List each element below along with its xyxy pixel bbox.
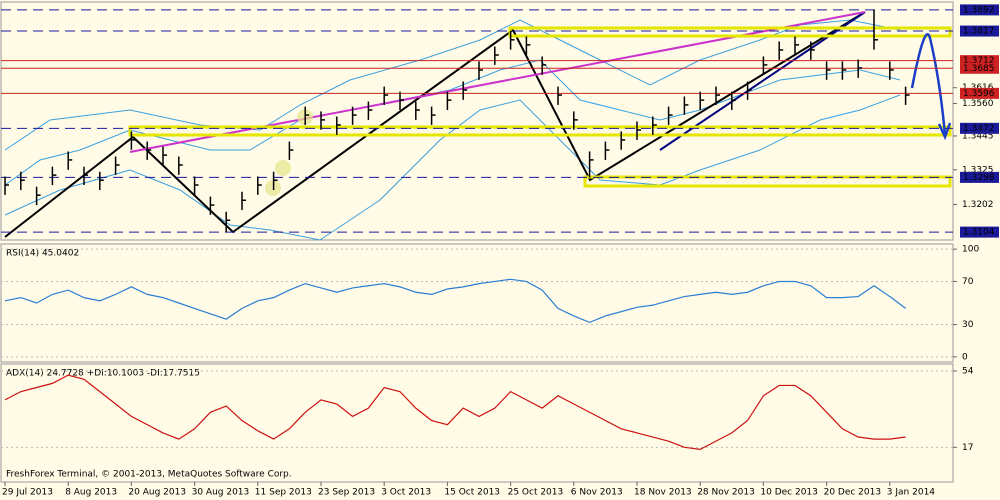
rsi-panel: [0, 243, 954, 363]
indicator-line: [4, 374, 906, 451]
level-box: [960, 55, 999, 67]
y-tick-label: 70: [962, 277, 974, 287]
x-tick-label: 3 Oct 2013: [381, 488, 431, 498]
level-label: 1.3596: [963, 89, 995, 99]
trend-line: [4, 11, 866, 238]
level-box: [960, 87, 999, 99]
level-box: [960, 122, 999, 134]
y-tick-label: 1.3445: [962, 131, 994, 141]
indicator-line: [4, 278, 906, 324]
x-tick-label: 8 Aug 2013: [65, 488, 117, 498]
panel-title: ADX(14) 24.7728 +DI:10.1003 -DI:17.7515: [6, 369, 200, 379]
y-tick-label: 1.3325: [962, 165, 994, 175]
level-label: 1.3892: [963, 5, 995, 15]
x-tick-label: 20 Aug 2013: [128, 488, 186, 498]
x-tick-label: 29 Jul 2013: [2, 488, 53, 498]
level-label: 1.3298: [963, 173, 995, 183]
y-tick-label: 1.3202: [962, 200, 994, 210]
x-tick-label: 25 Oct 2013: [508, 488, 564, 498]
marks: 1.36161.35601.34451.33251.32021.38921.38…: [1, 4, 999, 498]
x-tick-label: 15 Oct 2013: [444, 488, 500, 498]
support-zone: [128, 125, 952, 137]
y-tick-label: 17: [962, 443, 973, 453]
panel-title: RSI(14) 45.0402: [6, 249, 79, 259]
x-tick-label: 11 Sep 2013: [255, 488, 312, 498]
arrow-head: [937, 122, 952, 141]
level-label: 1.3472: [963, 124, 995, 134]
support-zone: [583, 175, 952, 188]
x-tick-label: 10 Dec 2013: [760, 488, 818, 498]
highlight: [275, 160, 291, 176]
level-box: [960, 62, 999, 74]
level-box: [960, 226, 999, 238]
level-box: [960, 4, 999, 16]
level-label: 1.3685: [963, 64, 995, 74]
level-box: [960, 25, 999, 37]
x-tick-label: 20 Dec 2013: [824, 488, 882, 498]
level-label: 1.3817: [963, 27, 995, 37]
level-label: 1.3104: [963, 228, 995, 238]
y-tick-label: 54: [962, 367, 974, 377]
x-tick-label: 18 Nov 2013: [634, 488, 692, 498]
y-tick-label: 100: [962, 245, 979, 255]
x-tick-label: 23 Sep 2013: [318, 488, 375, 498]
x-tick-label: 30 Aug 2013: [192, 488, 250, 498]
y-tick-label: 0: [962, 352, 968, 362]
x-tick-label: 3 Jan 2014: [887, 488, 935, 498]
level-box: [960, 171, 999, 183]
y-tick-label: 1.3560: [962, 99, 994, 109]
y-tick-label: 30: [962, 320, 974, 330]
x-tick-label: 6 Nov 2013: [571, 488, 623, 498]
bollinger-lower: [4, 94, 901, 241]
price-panel: [0, 1, 954, 241]
level-label: 1.3712: [963, 56, 995, 66]
adx-panel: [0, 363, 954, 483]
forecast-arrow: [910, 32, 947, 136]
x-tick-label: 28 Nov 2013: [697, 488, 755, 498]
footnote: FreshForex Terminal, © 2001-2013, MetaQu…: [6, 470, 292, 480]
